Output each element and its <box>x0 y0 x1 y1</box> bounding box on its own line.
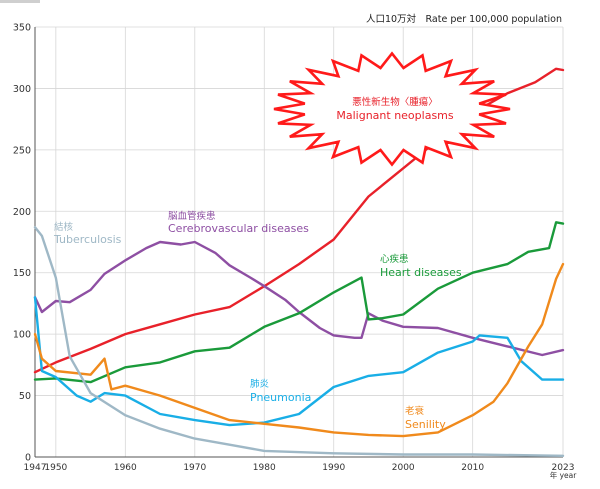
series-label-cerebrovascular: Cerebrovascular diseases <box>168 222 309 235</box>
y-tick-label-150: 150 <box>13 268 31 279</box>
starburst-callout <box>273 51 511 167</box>
x-tick-label-1947: 1947 <box>24 463 47 473</box>
series-label-tuberculosis: Tuberculosis <box>53 233 122 246</box>
x-tick-label-1990: 1990 <box>322 463 345 473</box>
series-line-malignant <box>33 67 565 374</box>
x-axis-label: 年 year <box>550 470 578 480</box>
y-tick-label-300: 300 <box>13 84 31 95</box>
y-tick-label-250: 250 <box>13 145 31 156</box>
top-decorative-bar <box>0 0 40 3</box>
series-line-tuberculosis <box>33 226 565 457</box>
y-tick-label-200: 200 <box>13 207 31 218</box>
y-tick-label-50: 50 <box>19 391 31 402</box>
x-tick-label-1980: 1980 <box>253 463 276 473</box>
x-tick-label-1960: 1960 <box>114 463 137 473</box>
chart-subtitle: 人口10万対 Rate per 100,000 population <box>366 13 562 25</box>
x-tick-label-1970: 1970 <box>183 463 206 473</box>
y-tick-label-0: 0 <box>25 453 31 464</box>
series-label-jp-senility: 老衰 <box>405 405 425 417</box>
series-line-senility <box>33 262 565 438</box>
series-line-heart <box>33 221 565 384</box>
y-tick-label-350: 350 <box>13 23 31 34</box>
x-tick-label-2023: 2023 <box>552 463 575 473</box>
y-tick-label-100: 100 <box>13 330 31 341</box>
series-label-senility: Senility <box>405 418 446 431</box>
series-line-pneumonia <box>33 296 565 427</box>
series-label-pneumonia: Pneumonia <box>250 391 311 404</box>
series-label-jp-pneumonia: 肺炎 <box>250 379 270 390</box>
x-tick-label-2010: 2010 <box>461 463 484 473</box>
series-label-jp-tuberculosis: 結核 <box>54 221 74 233</box>
series-label-jp-malignant: 悪性新生物〈腫瘍〉 <box>352 96 438 108</box>
series-label-jp-heart: 心疾患 <box>380 253 409 265</box>
series-label-jp-cerebrovascular: 脳血管疾患 <box>168 210 216 222</box>
x-tick-label-2000: 2000 <box>392 463 415 473</box>
series-label-heart: Heart diseases <box>380 266 462 279</box>
x-tick-label-1950: 1950 <box>44 463 67 473</box>
series-label-malignant: Malignant neoplasms <box>336 109 454 122</box>
series-line-cerebrovascular <box>33 240 565 357</box>
